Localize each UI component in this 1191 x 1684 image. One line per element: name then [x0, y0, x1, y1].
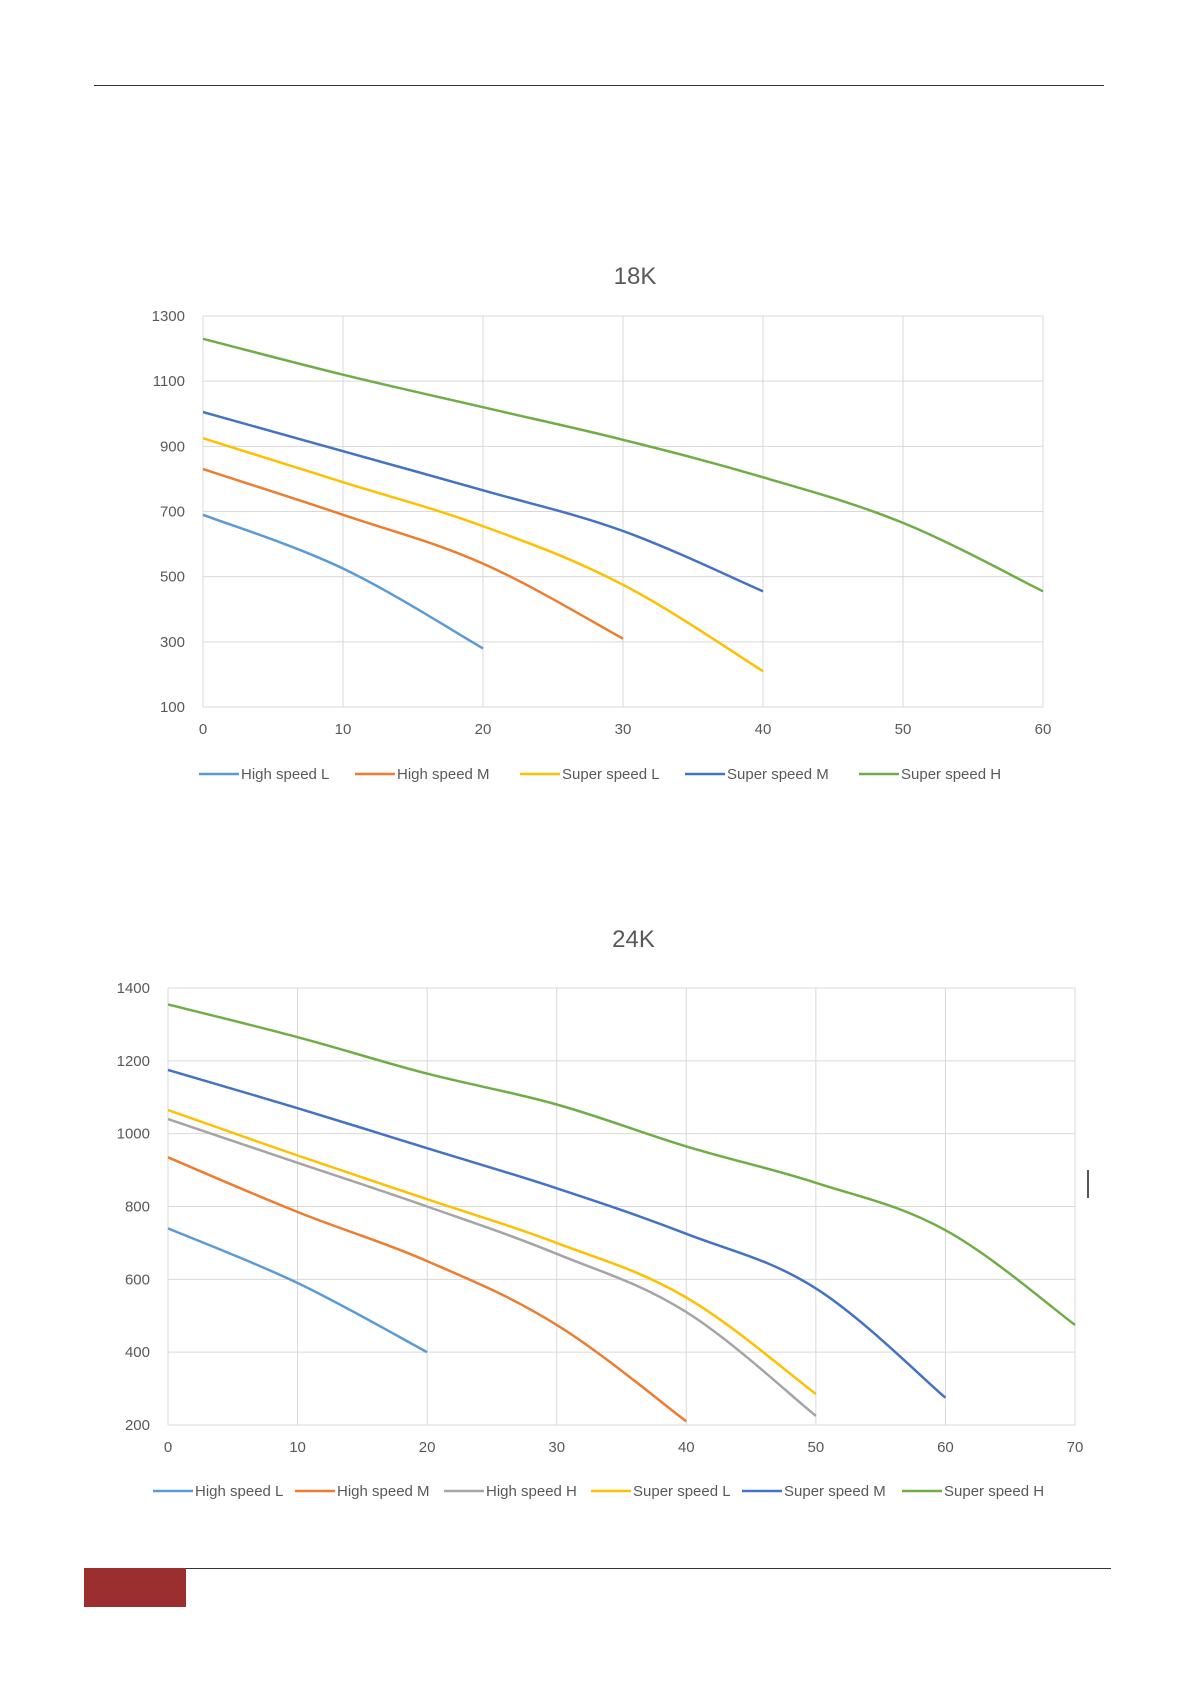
y-tick-label: 1100: [153, 373, 185, 390]
y-tick-label: 400: [125, 1344, 150, 1361]
legend-label: Super speed L: [633, 1483, 731, 1500]
x-tick-label: 50: [808, 1439, 825, 1456]
legend-item: Super speed H: [902, 1483, 1044, 1500]
series-line-high-speed-h: [167, 1117, 817, 1417]
x-tick-label: 30: [548, 1439, 565, 1456]
series-line-super-speed-l: [167, 1108, 817, 1396]
series-line-high-speed-l: [167, 1227, 428, 1354]
x-tick-label: 20: [419, 1439, 436, 1456]
legend-label: Super speed M: [784, 1483, 886, 1500]
chart-18k: 18K 100 300 500 700 900 1100 1300 0 10 20 30 40 50 60 H…: [152, 263, 1052, 783]
y-tick-label: 300: [160, 634, 185, 651]
legend-item: Super speed L: [591, 1483, 731, 1500]
legend-label: Super speed L: [562, 766, 660, 783]
legend-label: High speed M: [337, 1483, 430, 1500]
legend-item: High speed M: [295, 1483, 430, 1500]
chart-24k: 24K 200 400 600 800 1000 1200 1400 0 10 20 30 40 50 60…: [117, 926, 1084, 1500]
chart-title: 18K: [614, 263, 657, 290]
x-tick-label: 30: [615, 721, 632, 738]
footer-color-block: [84, 1568, 186, 1607]
chart-title: 24K: [612, 926, 655, 953]
x-tick-label: 0: [199, 721, 207, 738]
x-tick-label: 0: [164, 1439, 172, 1456]
series-line-super-speed-h: [167, 1003, 1076, 1326]
series-line-super-speed-h: [202, 337, 1044, 593]
header-rule: [94, 85, 1104, 86]
y-tick-label: 1300: [152, 308, 185, 325]
legend-item: Super speed M: [685, 766, 829, 783]
y-tick-label: 600: [125, 1271, 150, 1288]
x-tick-label: 50: [895, 721, 912, 738]
legend-label: High speed L: [195, 1483, 283, 1500]
legend-label: Super speed H: [901, 766, 1001, 783]
gridlines: [167, 987, 1076, 1426]
text-cursor-mark: [1087, 1170, 1089, 1198]
legend-item: Super speed M: [742, 1483, 886, 1500]
series-line-super-speed-l: [202, 437, 764, 673]
legend-label: High speed L: [241, 766, 329, 783]
y-tick-label: 200: [125, 1417, 150, 1434]
legend-label: High speed H: [486, 1483, 577, 1500]
x-tick-label: 10: [289, 1439, 306, 1456]
y-tick-label: 1200: [117, 1053, 150, 1070]
legend-item: Super speed L: [520, 766, 660, 783]
legend-label: High speed M: [397, 766, 490, 783]
x-tick-label: 40: [678, 1439, 695, 1456]
x-tick-label: 60: [937, 1439, 954, 1456]
x-tick-label: 10: [335, 721, 352, 738]
y-tick-label: 1000: [117, 1126, 150, 1143]
y-tick-label: 500: [160, 569, 185, 586]
series-line-super-speed-m: [167, 1068, 947, 1399]
x-tick-label: 70: [1067, 1439, 1084, 1456]
legend-item: High speed H: [444, 1483, 577, 1500]
legend-label: Super speed H: [944, 1483, 1044, 1500]
x-tick-label: 60: [1035, 721, 1052, 738]
x-tick-label: 40: [755, 721, 772, 738]
series-line-high-speed-m: [167, 1156, 688, 1423]
y-tick-label: 700: [160, 504, 185, 521]
legend-label: Super speed M: [727, 766, 829, 783]
legend-item: Super speed H: [859, 766, 1001, 783]
y-tick-label: 800: [125, 1199, 150, 1216]
legend-item: High speed M: [355, 766, 490, 783]
legend-item: High speed L: [153, 1483, 283, 1500]
x-tick-label: 20: [475, 721, 492, 738]
y-tick-label: 900: [160, 438, 185, 455]
gridlines: [202, 315, 1044, 708]
y-tick-label: 100: [160, 699, 185, 716]
legend-item: High speed L: [199, 766, 329, 783]
series-line-high-speed-l: [202, 513, 484, 650]
series-line-super-speed-m: [202, 410, 764, 593]
footer-rule: [186, 1568, 1111, 1569]
series-line-high-speed-m: [202, 467, 624, 640]
y-tick-label: 1400: [117, 980, 150, 997]
